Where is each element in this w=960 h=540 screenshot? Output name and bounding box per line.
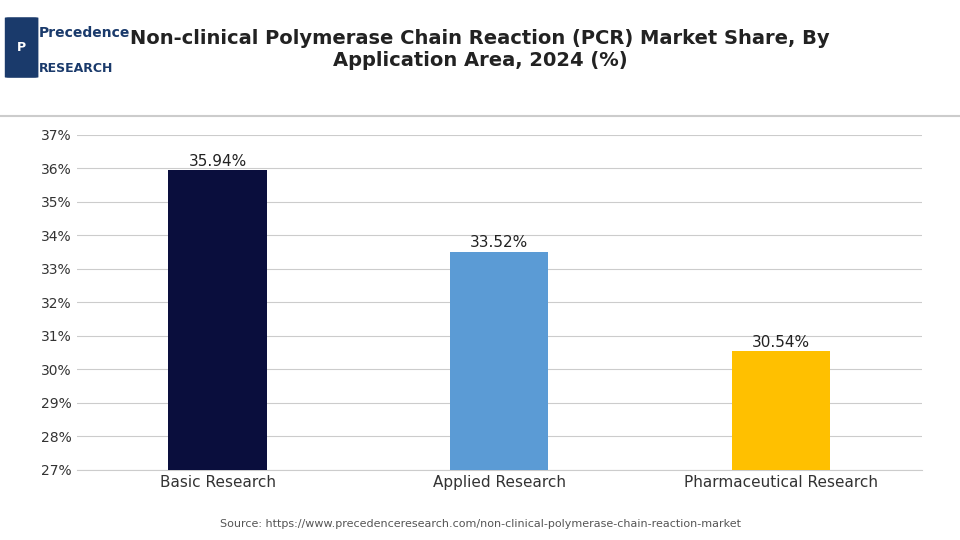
Text: Precedence: Precedence: [38, 26, 130, 40]
Text: 30.54%: 30.54%: [752, 335, 810, 349]
Text: 35.94%: 35.94%: [188, 154, 247, 169]
Bar: [168, 171, 267, 540]
Text: 33.52%: 33.52%: [470, 235, 528, 250]
Text: Source: https://www.precedenceresearch.com/non-clinical-polymerase-chain-reactio: Source: https://www.precedenceresearch.c…: [220, 519, 740, 529]
Text: RESEARCH: RESEARCH: [38, 63, 112, 76]
Text: P: P: [17, 41, 26, 54]
Bar: [450, 252, 548, 540]
Text: Non-clinical Polymerase Chain Reaction (PCR) Market Share, By
Application Area, : Non-clinical Polymerase Chain Reaction (…: [131, 29, 829, 70]
Bar: [732, 352, 830, 540]
FancyBboxPatch shape: [5, 17, 38, 78]
